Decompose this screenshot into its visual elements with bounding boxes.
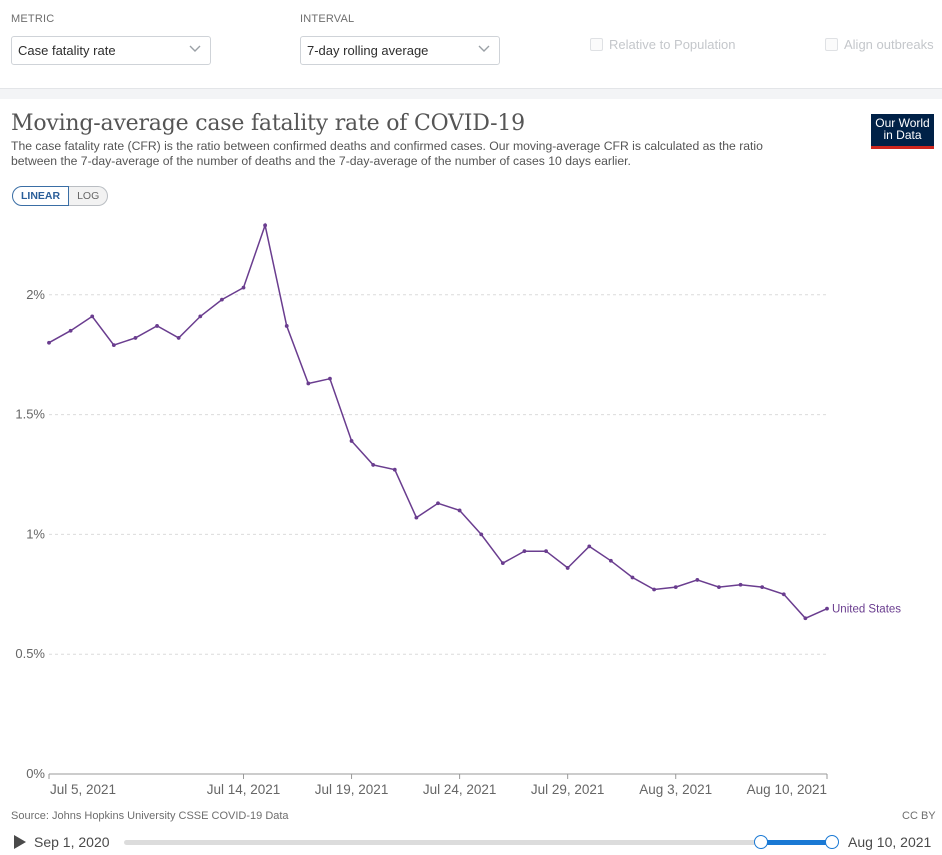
owid-logo[interactable]: Our World in Data: [871, 114, 934, 149]
align-outbreaks-label: Align outbreaks: [844, 37, 934, 52]
interval-select-value: 7-day rolling average: [307, 43, 429, 58]
data-point: [608, 558, 613, 563]
x-tick-label: Jul 19, 2021: [315, 782, 389, 797]
data-point: [587, 544, 592, 549]
metric-select[interactable]: Case fatality rate: [11, 36, 211, 65]
section-divider: [0, 88, 942, 99]
metric-label: METRIC: [11, 13, 55, 25]
y-tick-label: 2%: [26, 287, 45, 302]
x-tick-label: Jul 24, 2021: [423, 782, 497, 797]
data-point: [68, 328, 73, 333]
data-point: [673, 585, 678, 590]
x-tick-label: Jul 5, 2021: [50, 782, 116, 797]
y-tick-label: 1%: [26, 526, 45, 541]
data-point: [90, 314, 95, 319]
data-point: [760, 585, 765, 590]
data-point: [392, 467, 397, 472]
timeline-start-label: Sep 1, 2020: [34, 834, 110, 850]
data-point: [47, 340, 51, 345]
data-point: [436, 501, 440, 506]
play-icon[interactable]: [13, 834, 27, 850]
chevron-down-icon: [189, 45, 201, 52]
x-tick-label: Aug 10, 2021: [747, 782, 827, 797]
y-tick-label: 0.5%: [15, 646, 45, 661]
data-point: [111, 343, 116, 348]
chevron-down-icon: [478, 45, 490, 52]
data-point: [781, 592, 786, 597]
series-label-united-states: United States: [832, 604, 901, 616]
x-tick-label: Jul 14, 2021: [207, 782, 281, 797]
y-tick-label: 0%: [26, 766, 45, 781]
data-point: [328, 376, 332, 381]
chart-title: Moving-average case fatality rate of COV…: [11, 111, 525, 136]
align-outbreaks-checkbox[interactable]: Align outbreaks: [825, 37, 940, 53]
logo-line-1: Our World: [875, 116, 930, 130]
data-point: [306, 381, 311, 386]
data-point: [155, 324, 159, 328]
data-point: [219, 297, 224, 302]
data-point: [630, 575, 635, 580]
logo-accent-bar: [871, 146, 934, 149]
data-point: [414, 515, 419, 520]
timeline-selected-range: [761, 840, 832, 845]
data-point: [263, 223, 268, 228]
series-line-united-states: [48, 222, 828, 620]
checkbox-icon: [590, 38, 603, 51]
scale-toggle: LINEAR LOG: [12, 186, 109, 206]
timeline-end-handle[interactable]: [825, 835, 839, 849]
data-point: [652, 587, 657, 592]
source-note: Source: Johns Hopkins University CSSE CO…: [11, 810, 289, 822]
timeline-track[interactable]: [124, 835, 839, 849]
data-point: [695, 578, 700, 582]
relative-to-population-checkbox[interactable]: Relative to Population: [590, 37, 750, 53]
interval-label: INTERVAL: [300, 13, 355, 25]
data-point: [522, 549, 527, 554]
data-point: [284, 324, 289, 328]
logo-line-2: in Data: [883, 128, 922, 142]
interval-select[interactable]: 7-day rolling average: [300, 36, 500, 65]
data-point: [565, 566, 570, 570]
data-point: [198, 314, 203, 319]
log-scale-button[interactable]: LOG: [69, 186, 109, 206]
x-tick-label: Aug 3, 2021: [639, 782, 712, 797]
data-point: [544, 549, 548, 554]
data-point: [371, 463, 376, 467]
data-point: [717, 585, 721, 590]
data-point: [803, 616, 808, 621]
linear-scale-button[interactable]: LINEAR: [12, 186, 70, 206]
timeline-start-handle[interactable]: [754, 835, 769, 849]
data-point: [176, 336, 181, 340]
data-point: [738, 582, 743, 587]
timeline-end-label: Aug 10, 2021: [848, 834, 932, 850]
y-tick-label: 1.5%: [15, 407, 45, 422]
relative-to-population-label: Relative to Population: [609, 37, 736, 52]
x-tick-label: Jul 29, 2021: [531, 782, 605, 797]
data-point: [133, 336, 138, 340]
data-point: [241, 285, 246, 290]
data-point: [457, 508, 462, 513]
metric-select-value: Case fatality rate: [18, 43, 116, 58]
data-point: [825, 606, 829, 611]
chart-subtitle: The case fatality rate (CFR) is the rati…: [11, 139, 763, 168]
checkbox-icon: [825, 38, 838, 51]
data-point: [479, 532, 484, 537]
data-point: [349, 439, 354, 443]
license-link[interactable]: CC BY: [902, 810, 936, 822]
data-point: [500, 561, 505, 566]
